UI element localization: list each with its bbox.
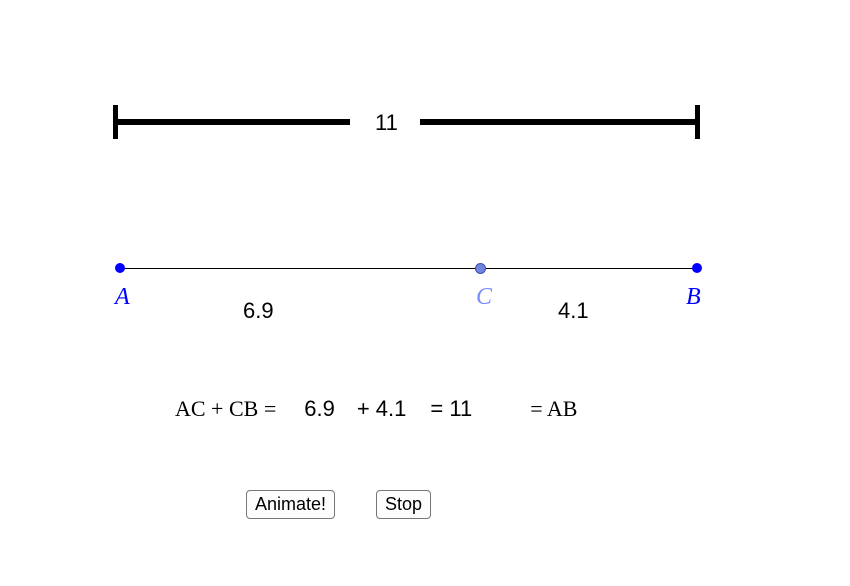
point-b[interactable] xyxy=(692,263,702,273)
label-b: B xyxy=(686,284,701,311)
segment-line xyxy=(120,268,697,269)
point-c[interactable] xyxy=(475,263,486,274)
point-a[interactable] xyxy=(115,263,125,273)
equation-eq1: = 11 xyxy=(430,396,472,422)
bracket-left-bar xyxy=(113,119,350,125)
equation-plus: + 4.1 xyxy=(357,396,407,422)
bracket-total-label: 11 xyxy=(375,110,398,136)
diagram-stage: 11 A C B 6.9 4.1 AC + CB = 6.9 + 4.1 = 1… xyxy=(0,0,850,586)
animate-button[interactable]: Animate! xyxy=(246,490,335,519)
equation-eq2: = AB xyxy=(530,396,577,422)
equation-row: AC + CB = 6.9 + 4.1 = 11 = AB xyxy=(175,396,577,422)
label-cb-value: 4.1 xyxy=(558,298,589,324)
equation-lhs: AC + CB = xyxy=(175,396,276,422)
stop-button[interactable]: Stop xyxy=(376,490,431,519)
equation-v1: 6.9 xyxy=(304,396,335,422)
label-ac-value: 6.9 xyxy=(243,298,274,324)
label-c: C xyxy=(476,284,492,311)
bracket-right-bar xyxy=(420,119,700,125)
label-a: A xyxy=(115,284,130,311)
